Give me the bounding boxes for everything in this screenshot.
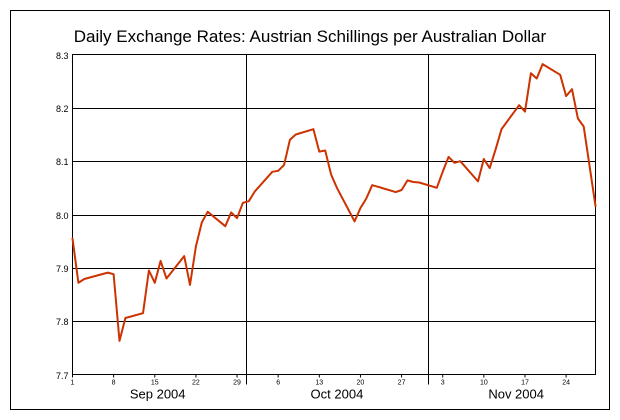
chart-title: Daily Exchange Rates: Austrian Schilling…: [74, 27, 547, 46]
x-axis-ticks: 1 8 15 22 29 6 13 20 27 3 10 17 24: [71, 374, 570, 387]
x-tick-label: 15: [151, 380, 159, 387]
grid-lines: [72, 108, 596, 322]
y-axis-ticks: 7.7 7.8 7.9 8.0 8.1 8.2 8.3: [56, 51, 69, 381]
month-label: Nov 2004: [488, 387, 544, 402]
y-tick-label: 8.2: [56, 104, 69, 114]
y-tick-label: 7.9: [56, 264, 69, 274]
x-tick-label: 20: [357, 380, 365, 387]
y-tick-label: 8.0: [56, 211, 69, 221]
x-tick-label: 8: [112, 380, 116, 387]
x-tick-label: 3: [441, 380, 445, 387]
y-tick-label: 8.1: [56, 157, 69, 167]
x-tick-label: 29: [233, 380, 241, 387]
outer-border: [10, 10, 610, 410]
y-tick-label: 8.3: [56, 51, 69, 61]
month-dividers: [246, 54, 429, 385]
x-tick-label: 24: [562, 380, 570, 387]
y-tick-label: 7.7: [56, 371, 69, 381]
x-tick-label: 1: [71, 380, 75, 387]
x-tick-label: 6: [276, 380, 280, 387]
x-tick-label: 22: [192, 380, 200, 387]
x-tick-label: 27: [398, 380, 406, 387]
month-label: Sep 2004: [130, 387, 186, 402]
series-layer: [71, 63, 597, 342]
series-line: [71, 63, 597, 342]
plot-area: [72, 54, 596, 375]
x-tick-label: 17: [521, 380, 529, 387]
x-tick-label: 10: [480, 380, 488, 387]
x-tick-label: 13: [315, 380, 323, 387]
y-tick-label: 7.8: [56, 317, 69, 327]
month-label: Oct 2004: [311, 387, 364, 402]
month-labels: Sep 2004 Oct 2004 Nov 2004: [130, 387, 544, 402]
